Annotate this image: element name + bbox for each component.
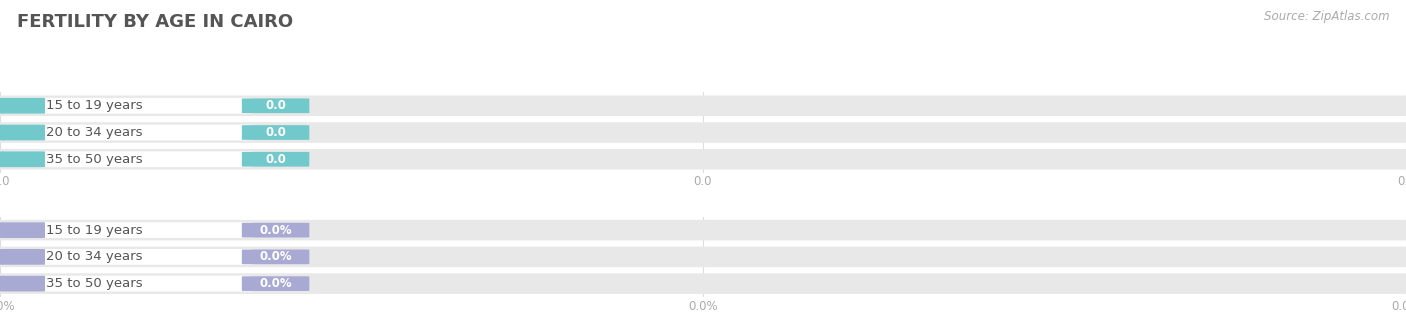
FancyBboxPatch shape	[0, 222, 45, 238]
FancyBboxPatch shape	[0, 122, 1406, 143]
Text: 35 to 50 years: 35 to 50 years	[46, 277, 143, 290]
FancyBboxPatch shape	[0, 220, 1406, 241]
FancyBboxPatch shape	[0, 151, 45, 167]
Text: 35 to 50 years: 35 to 50 years	[46, 153, 143, 166]
Text: Source: ZipAtlas.com: Source: ZipAtlas.com	[1264, 10, 1389, 23]
FancyBboxPatch shape	[242, 249, 309, 264]
FancyBboxPatch shape	[4, 249, 253, 265]
FancyBboxPatch shape	[242, 276, 309, 291]
Text: 0.0%: 0.0%	[259, 224, 292, 237]
Text: 20 to 34 years: 20 to 34 years	[46, 126, 143, 139]
FancyBboxPatch shape	[0, 273, 1406, 294]
Text: 0.0: 0.0	[266, 126, 285, 139]
Text: 20 to 34 years: 20 to 34 years	[46, 250, 143, 263]
FancyBboxPatch shape	[242, 125, 309, 140]
Text: 0.0: 0.0	[266, 153, 285, 166]
FancyBboxPatch shape	[0, 247, 1406, 267]
FancyBboxPatch shape	[0, 276, 45, 291]
FancyBboxPatch shape	[4, 151, 253, 167]
Text: 15 to 19 years: 15 to 19 years	[46, 99, 143, 112]
FancyBboxPatch shape	[4, 222, 253, 238]
FancyBboxPatch shape	[4, 276, 253, 291]
Text: 0.0%: 0.0%	[259, 277, 292, 290]
FancyBboxPatch shape	[0, 98, 45, 114]
FancyBboxPatch shape	[4, 98, 253, 114]
Text: FERTILITY BY AGE IN CAIRO: FERTILITY BY AGE IN CAIRO	[17, 13, 292, 31]
Text: 15 to 19 years: 15 to 19 years	[46, 224, 143, 237]
FancyBboxPatch shape	[4, 125, 253, 140]
FancyBboxPatch shape	[242, 152, 309, 167]
Text: 0.0%: 0.0%	[259, 250, 292, 263]
FancyBboxPatch shape	[0, 149, 1406, 170]
FancyBboxPatch shape	[0, 95, 1406, 116]
FancyBboxPatch shape	[242, 223, 309, 238]
FancyBboxPatch shape	[0, 125, 45, 140]
Text: 0.0: 0.0	[266, 99, 285, 112]
FancyBboxPatch shape	[242, 98, 309, 113]
FancyBboxPatch shape	[0, 249, 45, 265]
